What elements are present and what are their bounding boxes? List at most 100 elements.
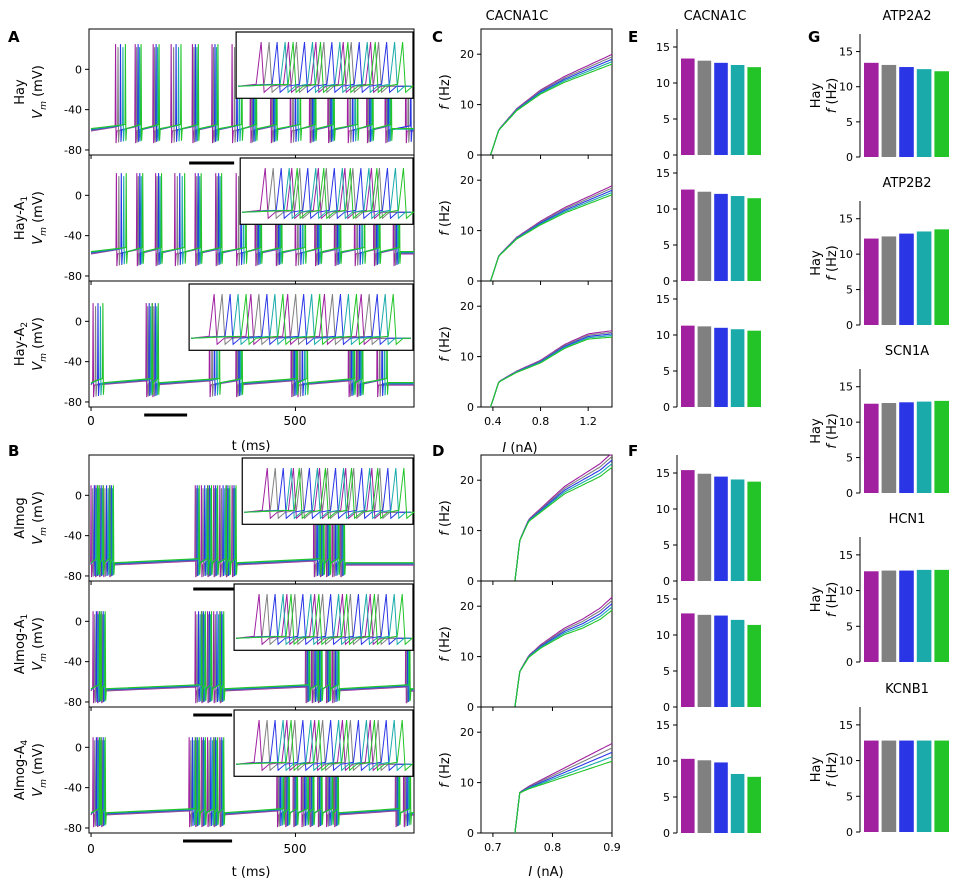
ytick-label: 5 [663,791,670,804]
ytick-label: 15 [839,381,853,394]
ytick-label: 0 [75,315,82,328]
bar [697,473,712,581]
label-part: Hay-A [13,328,28,367]
ytick-label: 15 [839,719,853,732]
row-vm-label: Vm (mV) [31,491,49,545]
inset-trace [238,41,411,94]
ytick-label: -80 [64,696,82,709]
gene-title: SCN1A [885,344,929,359]
xtick-label: 0.8 [544,841,562,854]
label-part: V [31,361,46,371]
label-part: V [31,787,46,797]
label-part: m [39,527,49,536]
ytick-label: 5 [846,790,853,803]
fi-curve [514,596,613,708]
title-c-cacna1c: CACNA1C [486,9,549,24]
inset-trace [238,41,414,94]
bar [916,569,932,662]
inset-trace [191,293,411,346]
label-part: V [31,109,46,119]
bar [697,760,712,833]
bar [747,67,761,155]
axes-frame [480,28,613,156]
label-part: (mV) [31,317,46,353]
row-fhz-label: f (Hz) [825,78,840,113]
inset-trace [191,293,411,346]
row-hay-label: Hay [809,418,824,444]
label-part: (mV) [31,191,46,227]
ytick-label: 10 [656,755,670,768]
panel-letter-A: A [8,28,20,46]
ytick-label: 5 [663,113,670,126]
bar [681,325,695,407]
bar [864,238,879,325]
xtick-label: 0.7 [484,841,502,854]
xtick-label: 0.8 [532,415,550,428]
xlabel-b-tms: t (ms) [232,865,271,880]
label-part: f [438,355,453,362]
bar [899,67,914,157]
label-part: (Hz) [438,200,453,231]
fi-row-Almog: 0 10 20 f (Hz) [438,454,613,588]
ytick-label: -80 [64,270,82,283]
bar [697,191,712,281]
ytick-label: 0 [663,701,670,714]
ytick-label: 0 [467,275,474,288]
fi-curve [514,756,613,834]
label-part: (mV) [31,617,46,653]
inset-trace [236,719,414,772]
ytick-label: 10 [839,585,853,598]
fi-row-Hay: 0 10 20 f (Hz) [438,28,613,162]
xtick-label: 0.4 [484,415,502,428]
fi-row-Almog-A4: 0 10 20 0.7 0.8 0.9 f (Hz) [438,706,621,854]
label-part: m [39,353,49,362]
bar-row-Almog-A1: 0 5 10 15 [656,581,761,714]
inset-trace [191,293,411,346]
ytick-label: 5 [846,620,853,633]
inset-trace [236,593,414,646]
fi-row-Almog-A1: 0 10 20 f (Hz) [438,580,613,714]
label-part: (Hz) [825,752,840,783]
row-fhz-label: f (Hz) [825,752,840,787]
ytick-label: 15 [656,593,670,606]
fi-curve [489,189,613,282]
bar [697,60,712,155]
axes-frame [480,454,613,582]
ytick-label: -80 [64,144,82,157]
inset-trace [242,167,411,220]
ytick-label: 10 [839,81,853,94]
row-model-label: Almog-A4 [13,740,30,801]
ytick-label: 0 [663,149,670,162]
ytick-label: 15 [839,46,853,59]
inset-trace [238,41,411,94]
bar [697,614,712,707]
xlabel-a-tms: t (ms) [232,439,271,454]
row-fhz-label: f (Hz) [825,245,840,280]
voltage-trace [90,611,414,701]
bar [714,327,728,407]
ytick-label: 0 [663,827,670,840]
label-part: f [438,529,453,536]
bar [864,403,879,493]
ytick-label: 5 [663,539,670,552]
ytick-label: 10 [460,777,474,790]
row-model-label: Hay-A2 [13,322,30,366]
label-part: m [39,227,49,236]
ytick-label: 0 [75,489,82,502]
ytick-label: 20 [460,600,474,613]
label-part: Hay-A [13,202,28,241]
bar [899,402,914,493]
ytick-label: 0 [75,189,82,202]
bar [934,569,949,662]
row-hay-label: Hay [809,586,824,612]
label-part: f [438,103,453,110]
label-part: (Hz) [825,582,840,613]
gene-title: ATP2A2 [882,9,931,24]
label-part: (Hz) [438,626,453,657]
panel-letter-C: C [432,28,443,46]
ytick-label: 0 [467,827,474,840]
fi-curve [489,331,613,408]
